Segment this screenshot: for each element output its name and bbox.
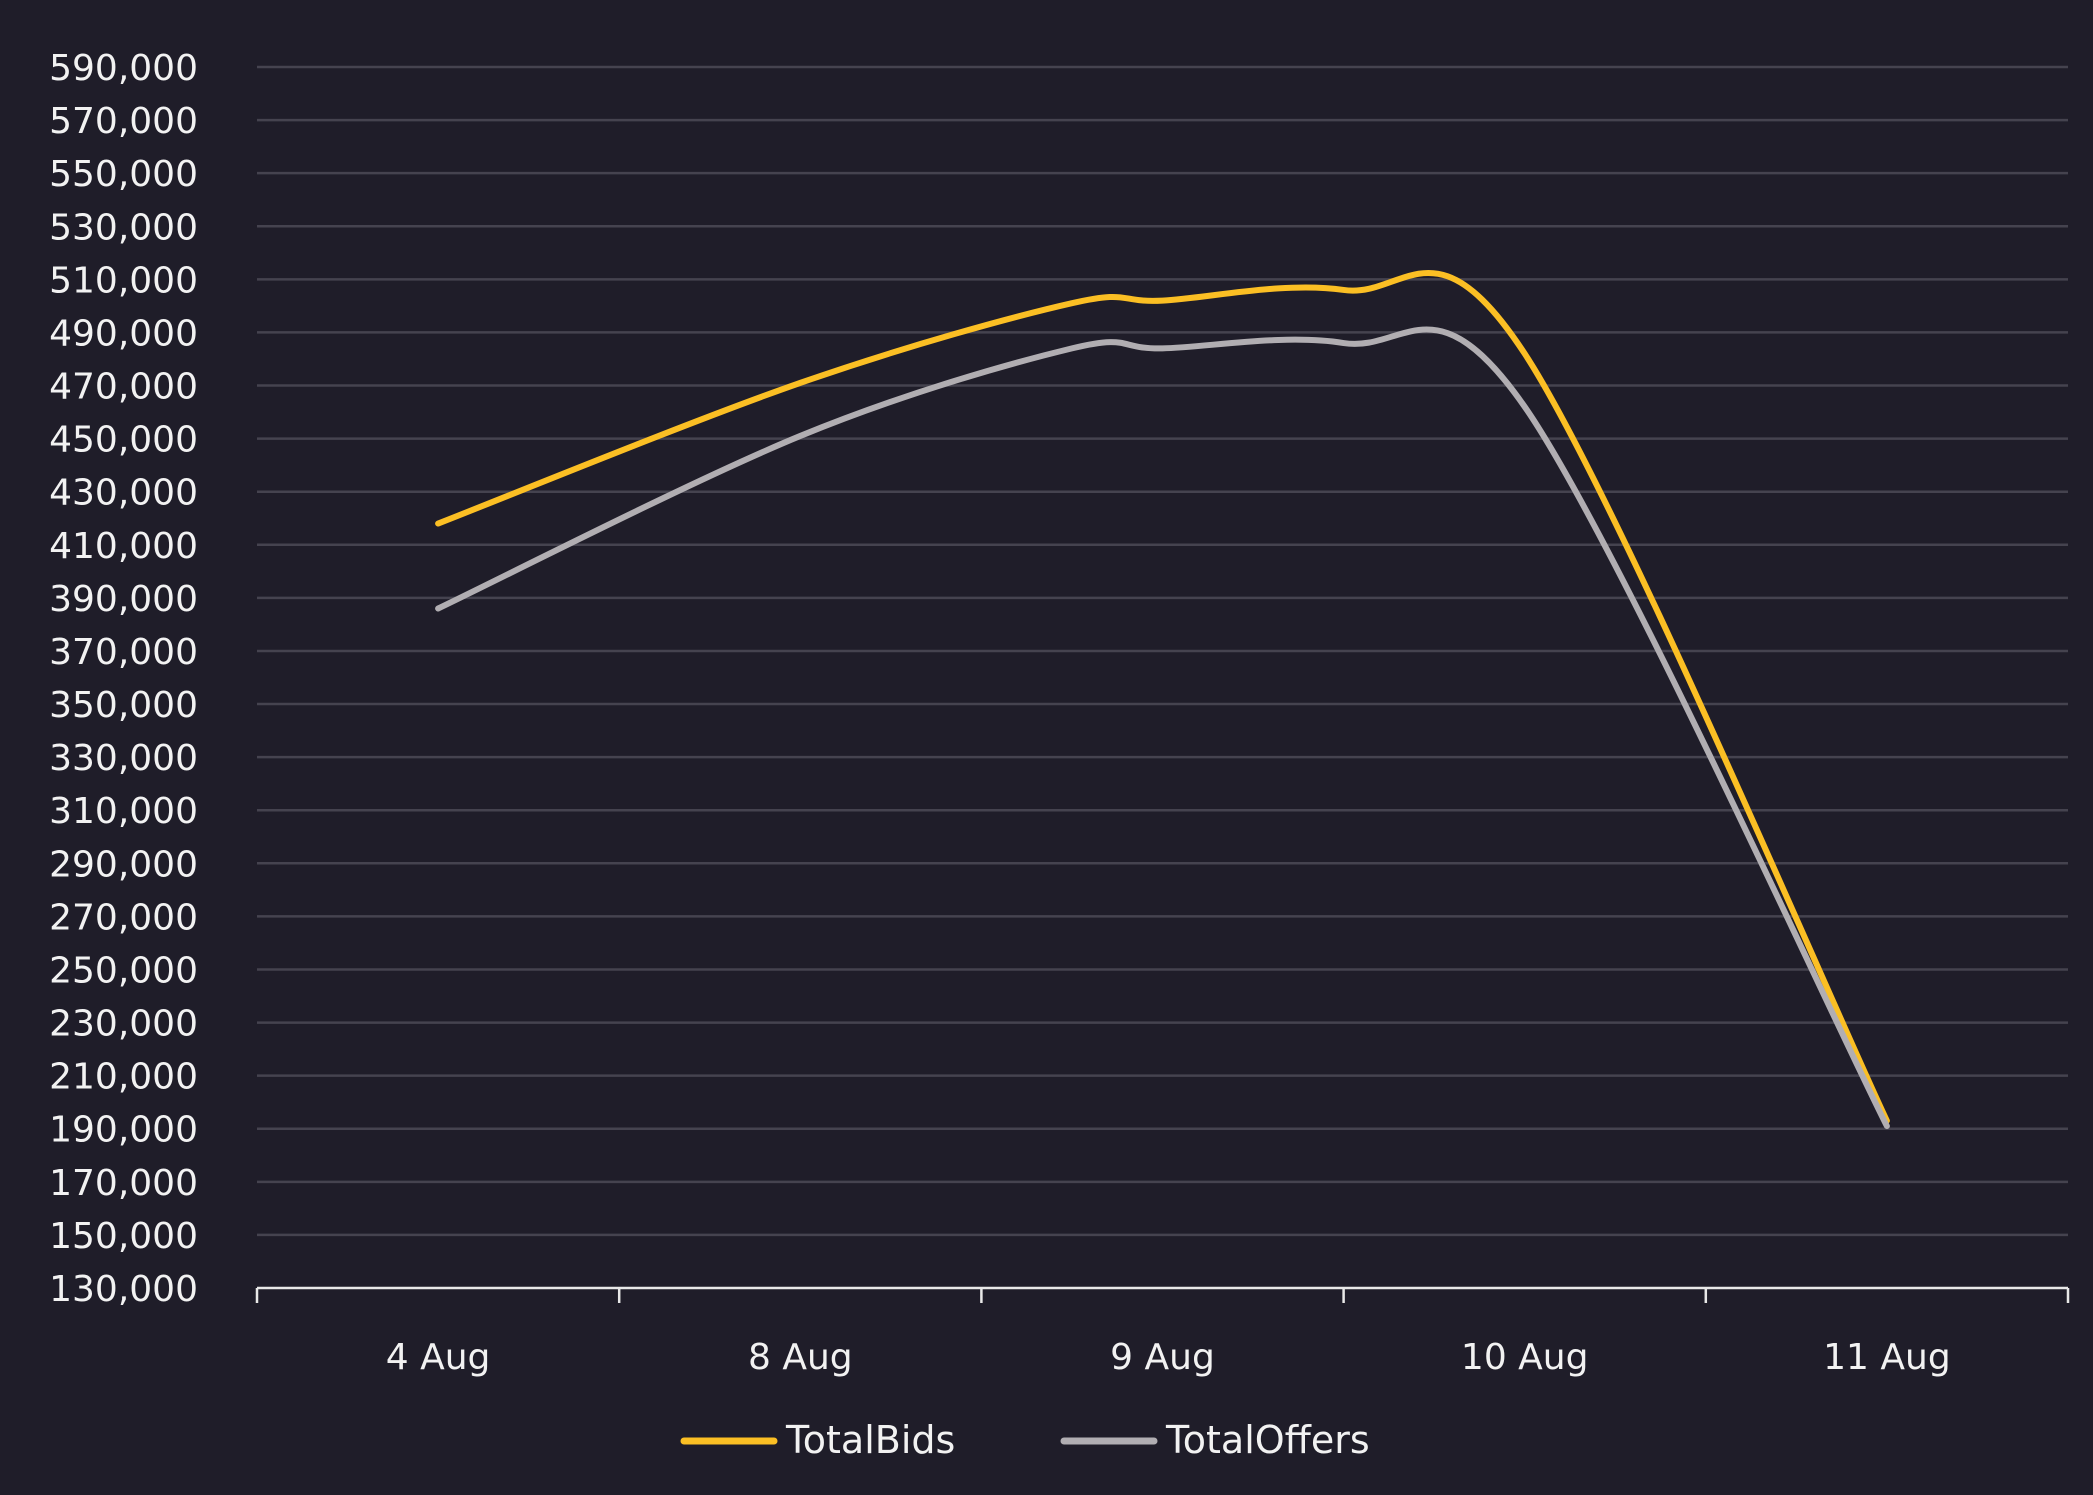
y-tick-label: 510,000 [49, 260, 198, 301]
y-tick-label: 210,000 [49, 1057, 198, 1098]
y-tick-label: 310,000 [49, 791, 198, 832]
x-tick-label: 8 Aug [748, 1337, 853, 1378]
y-axis-ticks: 130,000 150,000 170,000 190,000 210,000 230,0… [49, 48, 198, 1310]
y-tick-label: 470,000 [49, 367, 198, 408]
y-tick-label: 370,000 [49, 632, 198, 673]
y-tick-label: 570,000 [49, 101, 198, 142]
y-tick-label: 270,000 [49, 897, 198, 938]
y-tick-label: 590,000 [49, 48, 198, 89]
legend-label: TotalBids [785, 1418, 955, 1462]
series-line-totalbids [435, 270, 1890, 1124]
legend-label: TotalOffers [1165, 1418, 1370, 1462]
y-tick-label: 450,000 [49, 420, 198, 461]
y-tick-label: 230,000 [49, 1004, 198, 1045]
x-tick-label: 10 Aug [1461, 1337, 1589, 1378]
y-tick-label: 530,000 [49, 207, 198, 248]
y-tick-label: 250,000 [49, 950, 198, 991]
y-tick-label: 490,000 [49, 313, 198, 354]
legend-item-totalbids: TotalBids [680, 1418, 955, 1462]
y-tick-label: 430,000 [49, 473, 198, 514]
y-tick-label: 390,000 [49, 579, 198, 620]
legend: TotalBids TotalOffers [680, 1418, 1370, 1462]
y-tick-label: 330,000 [49, 738, 198, 779]
y-gridlines [257, 65, 2068, 1237]
x-tick-label: 11 Aug [1823, 1337, 1951, 1378]
series-lines [435, 270, 1890, 1130]
y-tick-label: 130,000 [49, 1269, 198, 1310]
legend-item-totaloffers: TotalOffers [1060, 1418, 1370, 1462]
x-tick-label: 9 Aug [1110, 1337, 1215, 1378]
y-tick-label: 350,000 [49, 685, 198, 726]
y-tick-label: 190,000 [49, 1110, 198, 1151]
x-axis: 4 Aug 8 Aug 9 Aug 10 Aug 11 Aug [255, 1286, 2070, 1378]
y-tick-label: 550,000 [49, 154, 198, 195]
y-tick-label: 150,000 [49, 1216, 198, 1257]
x-tick-label: 4 Aug [386, 1337, 491, 1378]
y-tick-label: 170,000 [49, 1163, 198, 1204]
y-tick-label: 410,000 [49, 526, 198, 567]
series-line-totaloffers [435, 326, 1890, 1130]
y-tick-label: 290,000 [49, 844, 198, 885]
